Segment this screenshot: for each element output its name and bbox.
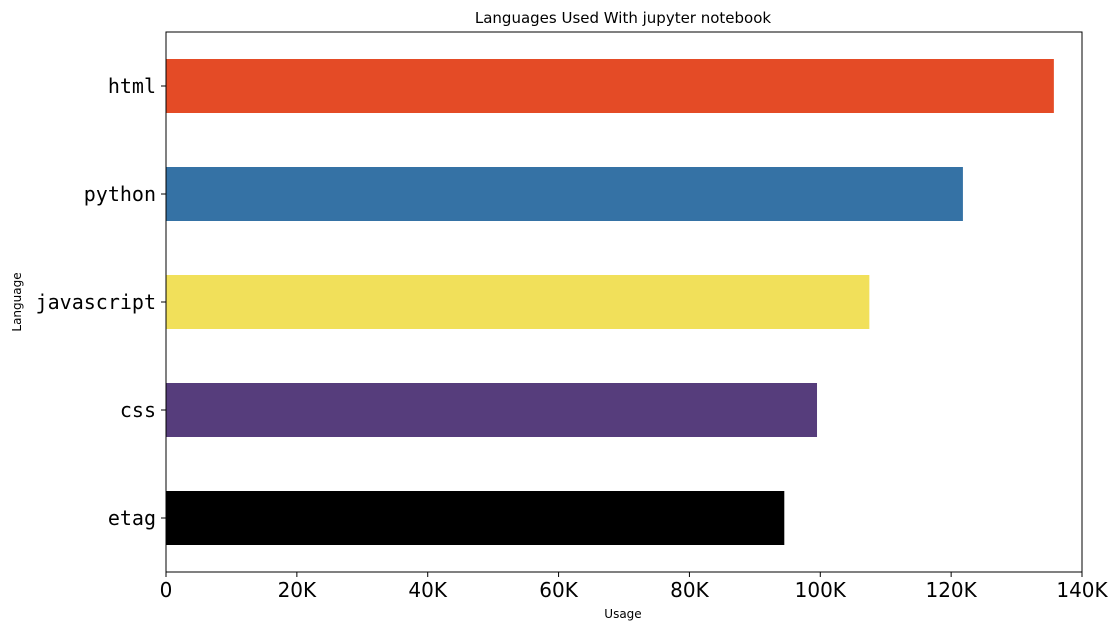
x-tick-label: 140K <box>1056 578 1108 602</box>
y-tick-label: html <box>108 74 156 98</box>
bar-html <box>166 59 1054 113</box>
bar-python <box>166 167 963 221</box>
y-tick-label: javascript <box>36 290 156 314</box>
y-tick-label: css <box>120 398 156 422</box>
y-tick-label: python <box>84 182 156 206</box>
x-tick-label: 100K <box>795 578 847 602</box>
x-tick-label: 20K <box>278 578 317 602</box>
y-tick-label: etag <box>108 506 156 530</box>
x-tick-label: 0 <box>160 578 173 602</box>
x-axis-label: Usage <box>604 607 641 621</box>
x-tick-label: 80K <box>670 578 709 602</box>
bar-css <box>166 383 818 437</box>
y-axis-ticks: html python javascript css etag <box>36 74 166 530</box>
x-tick-label: 40K <box>408 578 447 602</box>
bar-javascript <box>166 275 870 329</box>
x-tick-label: 120K <box>925 578 977 602</box>
bars-group <box>166 59 1054 545</box>
x-axis-ticks: 0 20K 40K 60K 80K 100K 120K 140K <box>160 572 1109 602</box>
chart-title: Languages Used With jupyter notebook <box>475 9 772 27</box>
x-tick-label: 60K <box>539 578 578 602</box>
bar-etag <box>166 491 785 545</box>
y-axis-label: Language <box>10 272 24 331</box>
